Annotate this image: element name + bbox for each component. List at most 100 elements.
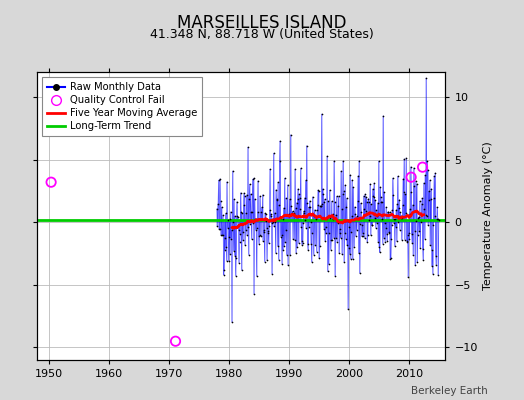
Point	[312, 248, 321, 255]
Point	[401, 236, 409, 243]
Point	[432, 262, 441, 268]
Point	[278, 216, 287, 222]
Point	[367, 222, 376, 228]
Point	[246, 191, 255, 197]
Point	[374, 200, 382, 206]
Point	[213, 223, 222, 229]
Point	[350, 216, 358, 222]
Point	[387, 235, 396, 242]
Point	[352, 214, 361, 221]
Point	[325, 187, 334, 193]
Point	[348, 177, 356, 183]
Point	[329, 216, 337, 222]
Point	[383, 231, 391, 238]
Point	[346, 171, 354, 178]
Point	[379, 234, 388, 241]
Point	[411, 262, 420, 269]
Point	[339, 191, 347, 198]
Point	[383, 238, 391, 245]
Point	[219, 232, 227, 238]
Point	[216, 198, 225, 204]
Point	[265, 240, 273, 246]
Point	[316, 203, 325, 209]
Point	[406, 211, 414, 218]
Point	[264, 230, 272, 236]
Point	[250, 290, 258, 297]
Point	[300, 210, 308, 216]
Point	[381, 224, 390, 231]
Point	[340, 188, 348, 194]
Point	[248, 176, 257, 182]
Point	[247, 236, 256, 242]
Point	[280, 243, 288, 250]
Point	[228, 168, 237, 174]
Point	[292, 199, 301, 206]
Point	[335, 226, 344, 232]
Point	[351, 211, 359, 217]
Point	[298, 238, 306, 244]
Point	[235, 238, 244, 245]
Point	[345, 251, 354, 257]
Point	[352, 233, 360, 239]
Point	[399, 202, 407, 208]
Point	[231, 273, 239, 279]
Point	[278, 260, 286, 267]
Point	[318, 111, 326, 117]
Point	[304, 247, 312, 253]
Point	[297, 165, 305, 172]
Point	[416, 198, 424, 204]
Point	[251, 216, 259, 222]
Point	[291, 204, 300, 211]
Point	[227, 235, 235, 242]
Point	[376, 184, 385, 190]
Point	[332, 212, 340, 218]
Point	[394, 218, 402, 225]
Point	[363, 199, 371, 205]
Point	[424, 188, 433, 194]
Point	[239, 202, 248, 208]
Point	[217, 204, 226, 210]
Point	[271, 219, 279, 225]
Point	[272, 197, 281, 204]
Point	[341, 230, 349, 236]
Point	[381, 238, 389, 245]
Point	[229, 219, 237, 226]
Point	[403, 232, 412, 238]
Point	[293, 244, 301, 251]
Point	[243, 232, 251, 238]
Point	[409, 202, 417, 208]
Point	[271, 250, 280, 256]
Point	[397, 215, 405, 221]
Point	[261, 210, 269, 216]
Point	[273, 196, 281, 202]
Point	[345, 223, 353, 230]
Point	[333, 238, 342, 245]
Point	[226, 208, 235, 215]
Point	[328, 198, 336, 204]
Point	[220, 234, 228, 241]
Point	[236, 231, 244, 238]
Point	[407, 164, 415, 170]
Point	[346, 256, 355, 262]
Point	[214, 177, 223, 184]
Text: MARSEILLES ISLAND: MARSEILLES ISLAND	[177, 14, 347, 32]
Point	[424, 222, 432, 228]
Point	[171, 338, 180, 344]
Point	[256, 209, 265, 216]
Point	[283, 211, 291, 218]
Point	[428, 247, 436, 254]
Point	[275, 256, 283, 263]
Point	[296, 195, 304, 201]
Point	[380, 220, 389, 226]
Point	[359, 193, 368, 199]
Point	[401, 191, 410, 198]
Point	[361, 235, 369, 242]
Point	[331, 272, 340, 279]
Point	[288, 209, 296, 216]
Point	[276, 158, 284, 164]
Point	[330, 235, 338, 241]
Point	[361, 191, 369, 198]
Point	[274, 243, 282, 249]
Point	[407, 189, 416, 195]
Point	[427, 196, 435, 202]
